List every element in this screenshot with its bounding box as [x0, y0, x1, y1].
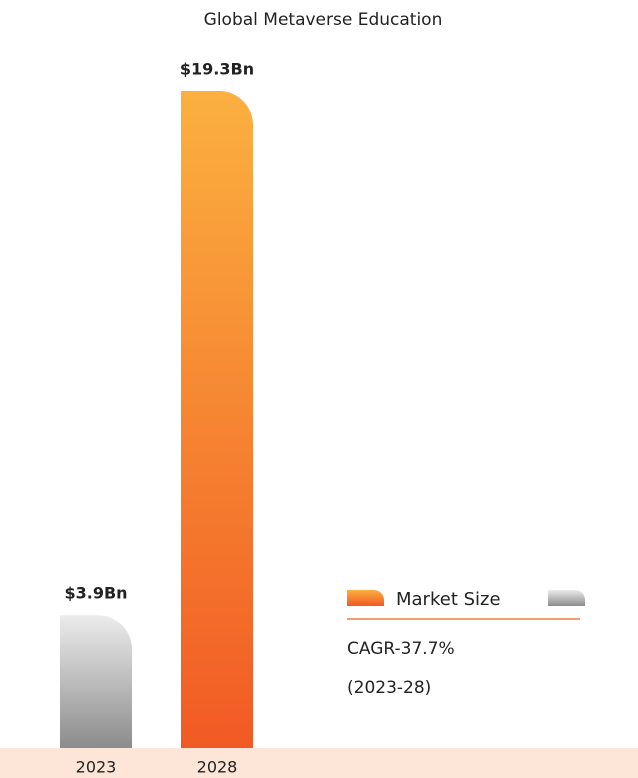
bar [181, 91, 253, 748]
legend-swatch [347, 590, 384, 606]
chart-title: Global Metaverse Education [204, 10, 443, 30]
bar [60, 615, 132, 748]
value-label: $19.3Bn [180, 60, 254, 79]
value-label: $3.9Bn [64, 584, 127, 603]
baseline-band [0, 748, 638, 778]
x-tick-label: 2028 [197, 758, 238, 777]
annotation: (2023-28) [347, 678, 431, 698]
annotation: CAGR-37.7% [347, 639, 455, 659]
x-tick-label: 2023 [76, 758, 117, 777]
legend-label: Market Size [396, 589, 501, 610]
legend-swatch [548, 590, 585, 606]
